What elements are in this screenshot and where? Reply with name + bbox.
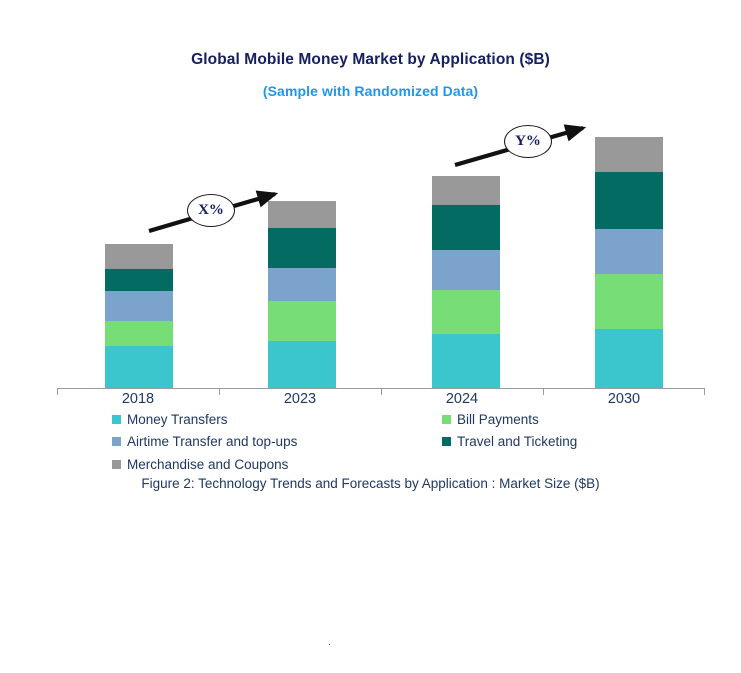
x-axis-label-2030: 2030 [607, 391, 641, 407]
bar-segment-airtime-transfer-and-top-ups [268, 268, 336, 301]
x-axis-tick [381, 388, 382, 395]
bar-segment-bill-payments [595, 274, 663, 329]
legend-swatch-icon [112, 437, 121, 447]
bar-2024 [432, 176, 500, 389]
bar-segment-money-transfers [105, 346, 173, 389]
plot-area [57, 110, 705, 389]
x-axis-tick [57, 388, 58, 395]
legend-item-travel-and-ticketing[interactable]: Travel and Ticketing [442, 434, 577, 449]
bar-segment-merchandise-and-coupons [268, 201, 336, 228]
bar-segment-merchandise-and-coupons [432, 176, 500, 205]
legend-row: Airtime Transfer and top-ups Travel and … [112, 431, 672, 454]
figure-caption: Figure 2: Technology Trends and Forecast… [141, 476, 600, 491]
bar-segment-money-transfers [595, 329, 663, 389]
bar-segment-travel-and-ticketing [105, 269, 173, 291]
bar-segment-travel-and-ticketing [268, 228, 336, 268]
legend-label: Travel and Ticketing [457, 434, 578, 450]
bar-segment-money-transfers [268, 341, 336, 389]
growth-callout-x: X% [187, 194, 235, 227]
footer-mark: . [328, 636, 332, 648]
bar-segment-merchandise-and-coupons [595, 137, 663, 172]
bar-segment-airtime-transfer-and-top-ups [595, 229, 663, 274]
chart-subtitle: (Sample with Randomized Data) [262, 83, 479, 99]
legend-row: Money Transfers Bill Payments [112, 408, 672, 431]
x-axis-label-2023: 2023 [283, 391, 317, 407]
bar-segment-travel-and-ticketing [432, 205, 500, 250]
legend-swatch-icon [442, 414, 451, 424]
legend-item-merchandise-and-coupons[interactable]: Merchandise and Coupons [112, 457, 442, 472]
bar-2030 [595, 137, 663, 389]
x-axis-tick [704, 388, 705, 395]
chart-legend: Money Transfers Bill Payments Airtime Tr… [112, 408, 672, 476]
legend-swatch-icon [112, 414, 121, 424]
bar-2023 [268, 201, 336, 389]
x-axis-label-2024: 2024 [445, 391, 479, 407]
x-axis-tick [219, 388, 220, 395]
bar-segment-airtime-transfer-and-top-ups [432, 250, 500, 290]
legend-item-money-transfers[interactable]: Money Transfers [112, 412, 442, 427]
legend-label: Merchandise and Coupons [127, 456, 289, 472]
bar-segment-money-transfers [432, 334, 500, 389]
legend-label: Bill Payments [457, 411, 539, 427]
x-axis-label-2018: 2018 [121, 391, 155, 407]
bar-2018 [105, 244, 173, 389]
legend-item-bill-payments[interactable]: Bill Payments [442, 412, 539, 427]
chart-title: Global Mobile Money Market by Applicatio… [191, 51, 550, 68]
bar-segment-bill-payments [432, 290, 500, 334]
legend-item-airtime-transfer-and-top-ups[interactable]: Airtime Transfer and top-ups [112, 434, 442, 449]
legend-label: Money Transfers [127, 411, 228, 427]
bar-segment-merchandise-and-coupons [105, 244, 173, 269]
bar-segment-travel-and-ticketing [595, 172, 663, 229]
x-axis-tick [543, 388, 544, 395]
legend-label: Airtime Transfer and top-ups [127, 434, 298, 450]
legend-swatch-icon [442, 437, 451, 447]
legend-swatch-icon [112, 459, 121, 469]
legend-row: Merchandise and Coupons [112, 453, 672, 476]
bar-segment-bill-payments [268, 301, 336, 341]
bar-segment-airtime-transfer-and-top-ups [105, 291, 173, 321]
growth-callout-y: Y% [504, 125, 552, 158]
bar-segment-bill-payments [105, 321, 173, 346]
